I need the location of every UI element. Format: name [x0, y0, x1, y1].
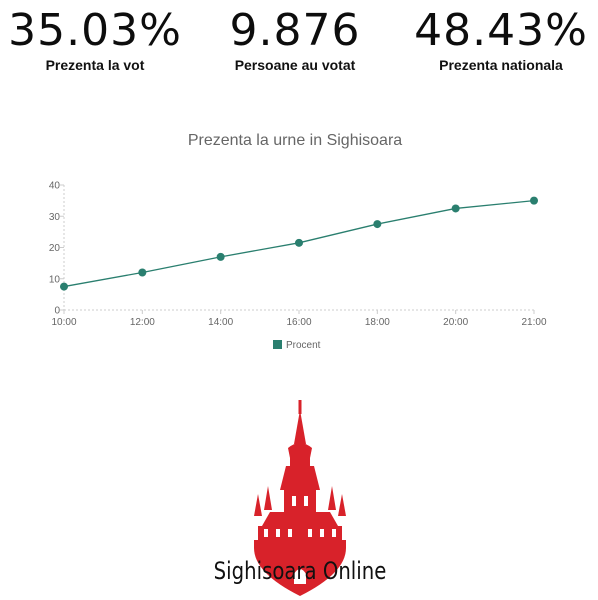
legend-swatch	[273, 340, 282, 349]
x-tick-label: 20:00	[443, 317, 468, 328]
legend-label: Procent	[286, 340, 321, 351]
stat-voters: 9.876 Persoane au votat	[200, 5, 390, 74]
x-tick-label: 12:00	[130, 317, 155, 328]
x-tick-label: 14:00	[208, 317, 233, 328]
logo-text: Sighisoara Online	[213, 557, 387, 585]
data-point	[451, 204, 460, 213]
stat-national: 48.43% Prezenta nationala	[404, 5, 598, 74]
stat-voters-label: Persoane au votat	[234, 57, 356, 73]
data-point	[138, 268, 147, 277]
stats-panel: 35.03% Prezenta la vot 9.876 Persoane au…	[0, 0, 598, 80]
stat-turnout-value: 35.03%	[8, 5, 182, 56]
y-tick-label: 40	[49, 181, 61, 192]
y-tick-label: 0	[54, 306, 60, 317]
data-point	[373, 220, 382, 229]
x-tick-label: 18:00	[365, 317, 390, 328]
x-tick-label: 21:00	[521, 317, 546, 328]
stat-national-value: 48.43%	[414, 5, 588, 56]
data-point	[60, 282, 68, 291]
stat-turnout-label: Prezenta la vot	[45, 57, 145, 73]
data-point	[295, 238, 303, 247]
stat-voters-value: 9.876	[229, 5, 361, 56]
turnout-line-chart: Prezenta la urne in Sighisoara 0 10 20 30 40 1…	[49, 132, 547, 351]
chart-title: Prezenta la urne in Sighisoara	[188, 132, 402, 149]
y-tick-label: 20	[49, 243, 61, 254]
citadel-tower-icon	[254, 400, 346, 596]
y-tick-label: 10	[49, 274, 61, 285]
x-tick-label: 16:00	[286, 317, 311, 328]
data-point	[530, 196, 538, 205]
stat-turnout: 35.03% Prezenta la vot	[0, 5, 190, 74]
stat-national-label: Prezenta nationala	[439, 57, 563, 73]
data-point	[216, 252, 225, 261]
y-tick-label: 30	[49, 212, 61, 223]
x-tick-label: 10:00	[51, 317, 76, 328]
